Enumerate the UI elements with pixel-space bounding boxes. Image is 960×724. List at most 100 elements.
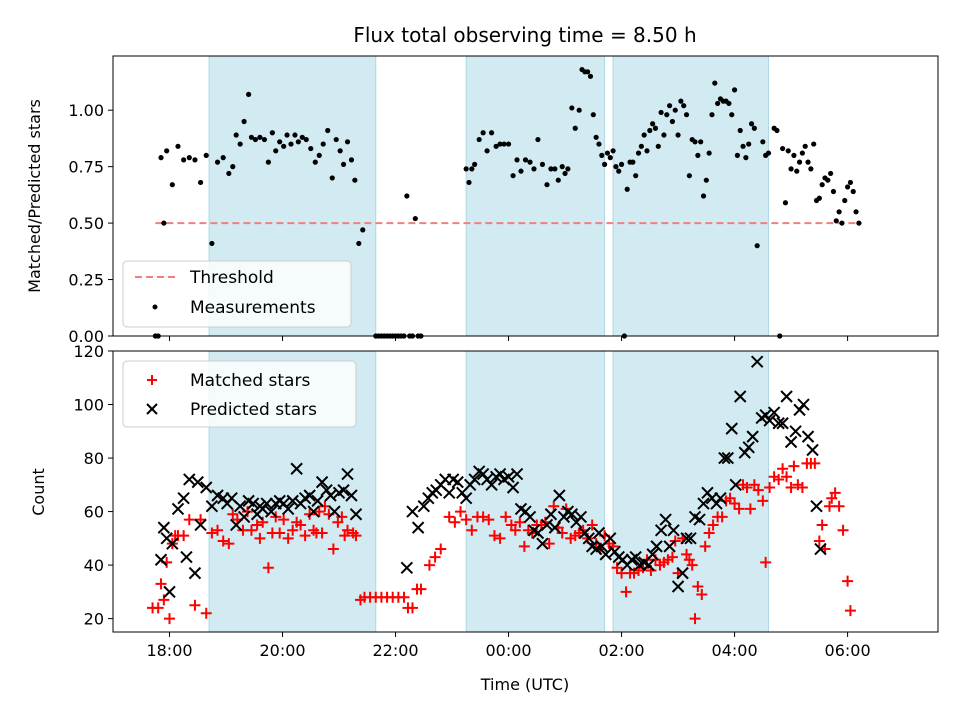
bottom-legend: Matched stars Predicted stars xyxy=(122,360,357,428)
matched-star-marker xyxy=(689,613,701,625)
measurement-point xyxy=(344,139,351,145)
matched-star-marker xyxy=(494,532,506,544)
measurement-point xyxy=(681,103,687,109)
measurement-point xyxy=(333,136,339,143)
measurement-point xyxy=(484,148,490,154)
matched-star-markers xyxy=(147,457,856,625)
predicted-star-marker xyxy=(154,553,168,566)
observing-window-2 xyxy=(612,350,769,633)
bottom-x-ticks: 18:00 20:00 22:00 00:00 02:00 04:00 06:00 xyxy=(146,632,871,660)
predicted-star-marker xyxy=(191,475,204,489)
measurement-point xyxy=(329,175,335,181)
predicted-star-marker xyxy=(729,478,742,492)
measurement-point xyxy=(618,161,625,167)
predicted-star-marker xyxy=(693,513,706,526)
predicted-star-marker xyxy=(443,486,456,500)
measurement-point xyxy=(808,166,814,172)
predicted-star-marker xyxy=(592,526,606,540)
measurement-point xyxy=(853,209,859,215)
matched-star-marker xyxy=(299,530,311,542)
top-panel: 0.00 0.25 0.50 0.75 1.00 Matched/Predicted s… xyxy=(25,55,939,346)
measurement-point xyxy=(220,155,226,161)
measurement-point xyxy=(641,132,647,138)
matched-star-marker xyxy=(744,503,756,515)
matched-star-marker xyxy=(164,613,176,625)
y-tick-label: 120 xyxy=(73,342,104,361)
measurement-point xyxy=(269,130,275,136)
predicted-star-marker xyxy=(411,521,425,534)
matched-star-marker xyxy=(666,551,678,563)
measurement-point xyxy=(633,173,639,179)
measurement-point xyxy=(652,125,659,131)
measurement-point xyxy=(493,143,499,149)
matched-star-marker xyxy=(764,481,776,493)
top-axes-frame xyxy=(112,55,939,337)
matched-star-marker xyxy=(287,524,299,536)
y-tick-label: 40 xyxy=(84,556,104,575)
measurement-points xyxy=(152,66,862,339)
matched-star-marker xyxy=(488,530,500,542)
matched-star-marker xyxy=(760,556,772,568)
x-tick-label: 22:00 xyxy=(372,641,418,660)
predicted-star-marker xyxy=(763,414,776,427)
matched-star-marker xyxy=(251,519,263,531)
measurement-point xyxy=(544,182,550,188)
measurement-point xyxy=(794,168,800,174)
measurement-point xyxy=(233,132,239,138)
matched-star-marker xyxy=(223,538,235,550)
measurements-legend-swatch xyxy=(152,304,158,310)
matched-star-marker xyxy=(449,516,461,528)
measurement-point xyxy=(666,103,673,109)
measurement-point xyxy=(192,157,198,163)
matched-star-marker xyxy=(716,511,728,523)
matched-star-marker xyxy=(212,524,224,536)
predicted-star-marker xyxy=(654,524,668,537)
measurement-point xyxy=(850,188,856,195)
measurement-point xyxy=(252,136,258,143)
matched-star-marker xyxy=(518,540,530,552)
y-tick-label: 1.00 xyxy=(68,101,104,120)
measurement-point xyxy=(856,220,862,226)
predicted-star-marker xyxy=(676,566,689,580)
bottom-y-ticks: 20 40 60 80 100 120 xyxy=(73,342,113,629)
matched-star-marker xyxy=(423,559,435,571)
matched-star-marker xyxy=(483,514,495,526)
measurement-point xyxy=(729,112,735,118)
matched-star-marker xyxy=(460,514,472,526)
measurement-point xyxy=(360,227,366,233)
measurement-point xyxy=(602,161,608,167)
matched-star-marker xyxy=(707,519,719,531)
measurement-point xyxy=(746,141,752,147)
predicted-star-marker xyxy=(315,475,329,489)
measurement-point xyxy=(316,152,322,158)
predicted-star-marker xyxy=(565,508,579,521)
measurement-point xyxy=(169,182,175,188)
predicted-star-marker xyxy=(797,398,810,411)
predicted-star-marker xyxy=(281,502,295,516)
y-tick-label: 0.25 xyxy=(68,271,104,290)
matched-star-marker xyxy=(696,589,708,601)
chart-title: Flux total observing time = 8.50 h xyxy=(353,23,696,47)
measurement-point xyxy=(539,161,546,167)
matched-star-marker xyxy=(282,532,294,544)
measurement-point xyxy=(765,150,772,156)
measurement-point xyxy=(501,141,507,147)
matched-star-marker xyxy=(514,516,526,528)
predicted-star-marker xyxy=(188,566,202,580)
measurement-point xyxy=(257,134,263,140)
measurement-point xyxy=(488,130,495,136)
predicted-star-marker xyxy=(523,510,537,524)
measurement-point xyxy=(288,141,294,147)
predicted-star-marker xyxy=(451,475,464,489)
predicted-star-marker xyxy=(311,494,324,508)
x-tick-label: 00:00 xyxy=(485,641,531,660)
predicted-star-marker xyxy=(536,537,549,550)
measurement-point xyxy=(743,155,749,161)
matched-legend-label: Matched stars xyxy=(190,371,310,391)
measurement-point xyxy=(715,100,721,107)
measurement-point xyxy=(303,136,309,143)
matched-star-marker xyxy=(415,583,427,595)
predicted-star-marker xyxy=(750,355,764,368)
measurement-point xyxy=(590,112,596,118)
